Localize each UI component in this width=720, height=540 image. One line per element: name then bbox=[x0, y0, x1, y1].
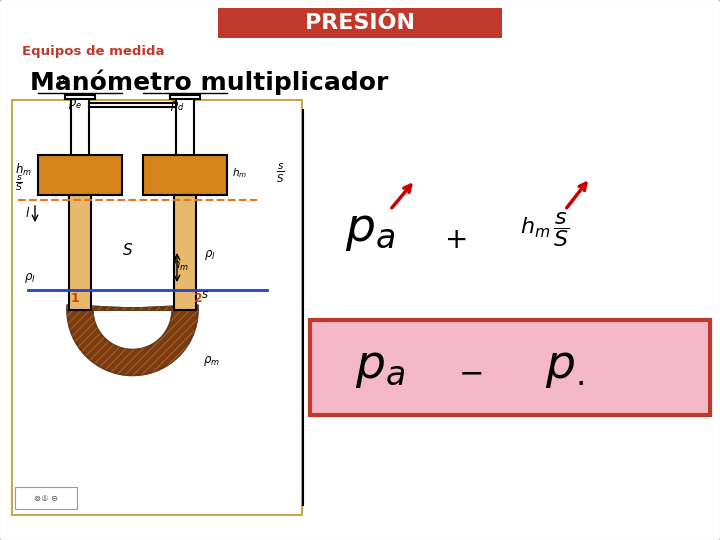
Text: Equipos de medida: Equipos de medida bbox=[22, 45, 164, 58]
Bar bbox=[174, 195, 196, 310]
Bar bbox=[218, 8, 502, 38]
Bar bbox=[71, 95, 89, 155]
Text: $\rho_l$: $\rho_l$ bbox=[24, 271, 36, 285]
Bar bbox=[69, 195, 91, 310]
Text: $p_a$: $p_a$ bbox=[355, 345, 405, 390]
Text: $+$: $+$ bbox=[444, 226, 466, 254]
Bar bbox=[65, 95, 95, 99]
Polygon shape bbox=[67, 305, 198, 375]
Text: 2: 2 bbox=[194, 292, 202, 305]
Text: $h_m$: $h_m$ bbox=[232, 166, 247, 180]
Text: $\rho_l$: $\rho_l$ bbox=[204, 248, 216, 262]
Bar bbox=[310, 320, 710, 415]
Bar bbox=[89, 103, 176, 107]
Bar bbox=[12, 100, 302, 515]
Bar bbox=[143, 155, 227, 195]
Bar bbox=[15, 487, 77, 509]
Text: $p_e$: $p_e$ bbox=[68, 97, 82, 111]
Text: $\rho$: $\rho$ bbox=[58, 73, 67, 87]
Text: $-$: $-$ bbox=[458, 358, 482, 387]
Text: $s$: $s$ bbox=[201, 288, 209, 301]
Text: Manómetro multiplicador: Manómetro multiplicador bbox=[30, 69, 388, 94]
Text: $p_a$: $p_a$ bbox=[345, 207, 395, 253]
Text: $p_d$: $p_d$ bbox=[170, 99, 184, 113]
Text: $h_m$: $h_m$ bbox=[171, 257, 189, 273]
Text: $\frac{s}{S}$: $\frac{s}{S}$ bbox=[15, 173, 23, 193]
Bar bbox=[176, 95, 194, 155]
Text: $\circledcirc\,\circledS\,\circleddash$: $\circledcirc\,\circledS\,\circleddash$ bbox=[33, 493, 58, 503]
Text: PRESIÓN: PRESIÓN bbox=[305, 13, 415, 33]
Text: $S$: $S$ bbox=[122, 242, 133, 258]
Text: $\frac{s}{S}$: $\frac{s}{S}$ bbox=[276, 161, 284, 185]
Bar bbox=[170, 95, 200, 99]
Text: $\rho_m$: $\rho_m$ bbox=[203, 354, 220, 368]
Text: 1: 1 bbox=[71, 292, 79, 305]
Text: $p_.$: $p_.$ bbox=[546, 345, 585, 390]
Text: $h_m\,\dfrac{s}{S}$: $h_m\,\dfrac{s}{S}$ bbox=[520, 211, 570, 249]
Bar bbox=[38, 155, 122, 195]
Text: $h_m$: $h_m$ bbox=[15, 162, 32, 178]
Text: $l$: $l$ bbox=[25, 206, 31, 220]
